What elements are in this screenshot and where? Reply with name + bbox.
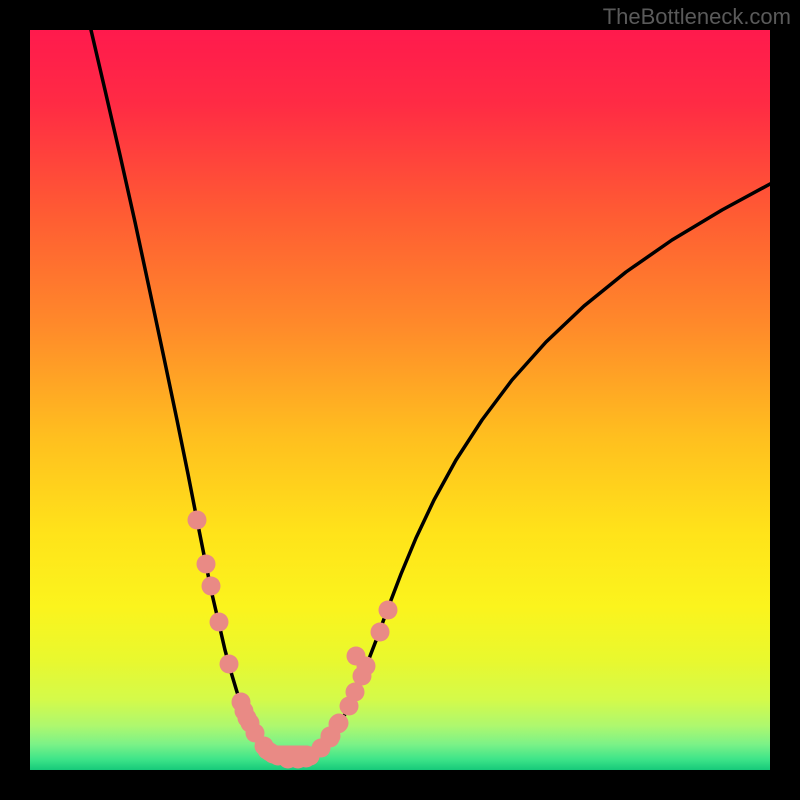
watermark-label: TheBottleneck.com bbox=[603, 4, 791, 30]
chart-root: TheBottleneck.com bbox=[0, 0, 800, 800]
data-marker bbox=[188, 511, 207, 530]
data-marker bbox=[371, 623, 390, 642]
v-curve bbox=[91, 30, 770, 760]
data-marker bbox=[220, 655, 239, 674]
plot-area bbox=[30, 30, 770, 770]
data-marker bbox=[232, 693, 251, 712]
data-marker bbox=[202, 577, 221, 596]
data-marker bbox=[321, 727, 340, 746]
data-marker bbox=[379, 601, 398, 620]
data-marker bbox=[197, 555, 216, 574]
curve-layer bbox=[30, 30, 770, 770]
data-marker bbox=[264, 745, 283, 764]
data-marker bbox=[347, 647, 366, 666]
data-marker bbox=[210, 613, 229, 632]
data-marker bbox=[301, 747, 320, 766]
